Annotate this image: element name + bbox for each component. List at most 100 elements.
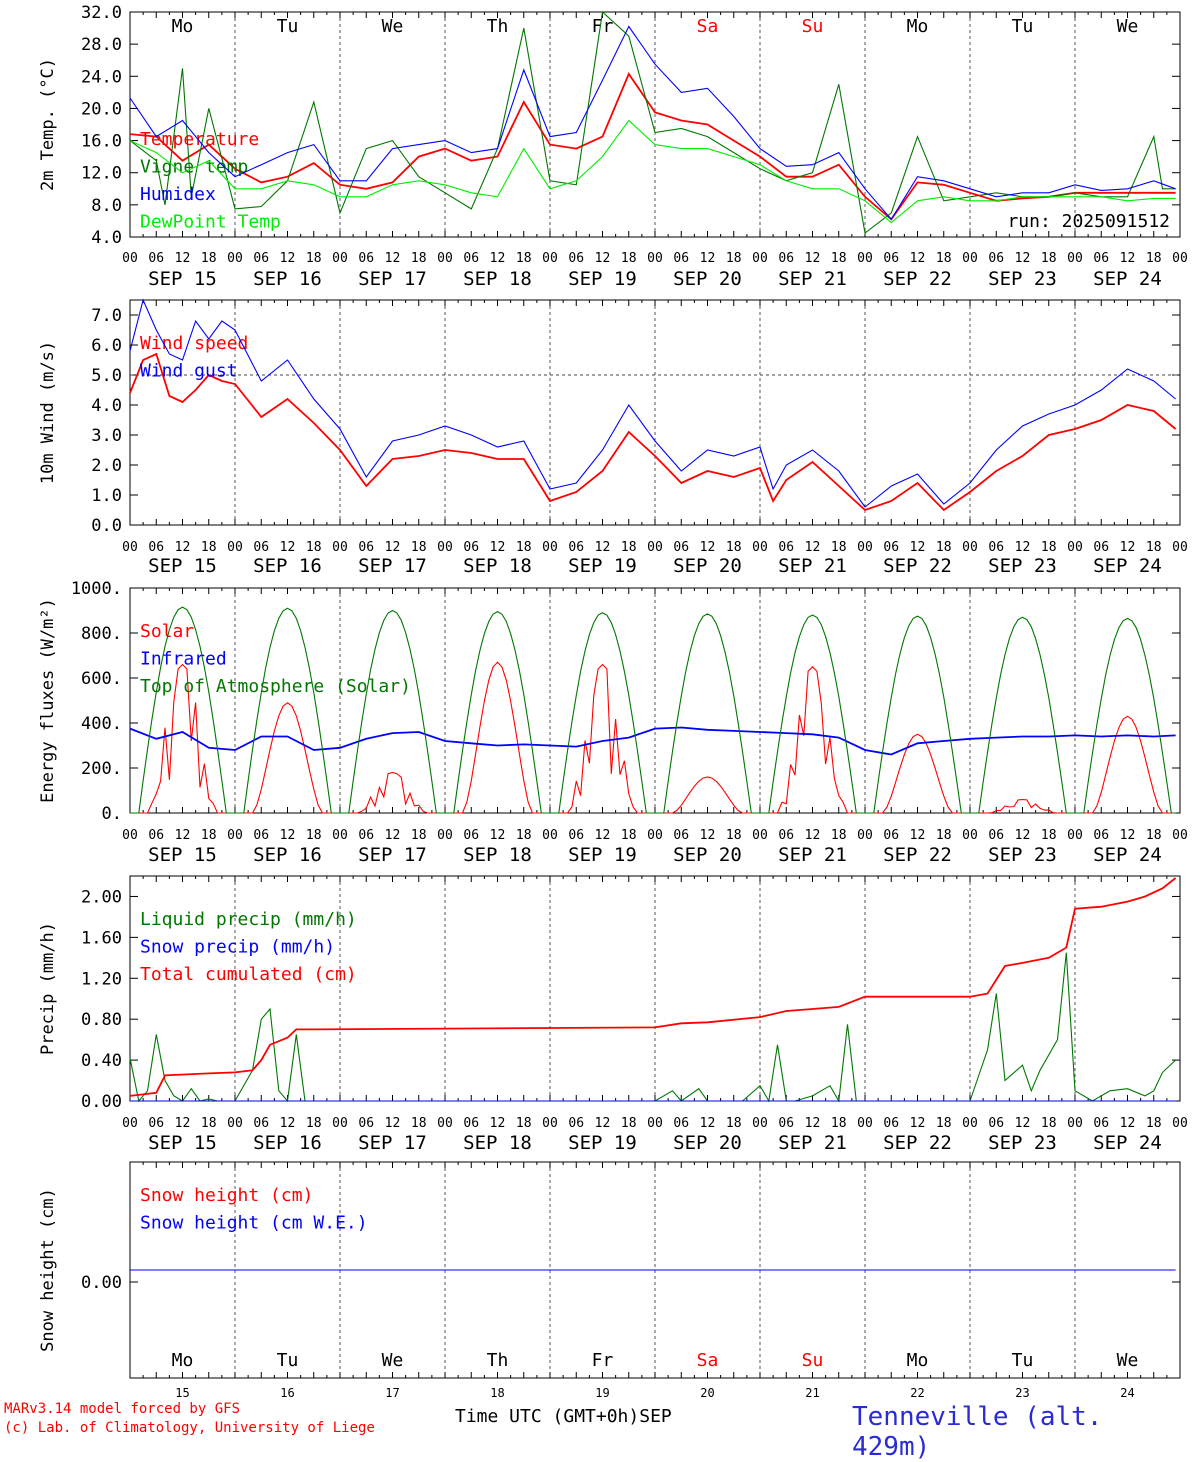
date-label: SEP 19 [568, 844, 637, 866]
hour-tick-label: 12 [910, 540, 926, 555]
hour-tick-label: 18 [516, 1116, 532, 1131]
date-label: SEP 18 [463, 844, 532, 866]
hour-tick-label: 06 [778, 251, 794, 266]
hour-tick-label: 12 [700, 1116, 716, 1131]
day-number-label: 22 [910, 1386, 924, 1400]
station-name: Tenneville (alt. 429m) [852, 1402, 1103, 1462]
hour-tick-label: 06 [568, 251, 584, 266]
hour-tick-label: 06 [778, 540, 794, 555]
hour-tick-label: 18 [306, 540, 322, 555]
legend-entry: Snow height (cm) [140, 1185, 313, 1206]
hour-tick-label: 12 [385, 540, 401, 555]
y-tick-label: 200. [81, 759, 122, 779]
weekday-label: Mo [907, 16, 929, 37]
hour-tick-label: 18 [1146, 251, 1162, 266]
y-axis-title: Energy fluxes (W/m²) [38, 598, 58, 803]
date-label: SEP 15 [148, 555, 217, 577]
hour-tick-label: 06 [568, 540, 584, 555]
date-label: SEP 24 [1093, 555, 1162, 577]
hour-tick-label: 18 [1146, 1116, 1162, 1131]
hour-tick-label: 18 [306, 828, 322, 843]
hour-tick-label: 00 [752, 828, 768, 843]
hour-tick-label: 12 [805, 540, 821, 555]
hour-tick-label: 18 [516, 540, 532, 555]
hour-tick-label: 06 [988, 1116, 1004, 1131]
hour-tick-label: 06 [358, 540, 374, 555]
hour-tick-label: 00 [437, 1116, 453, 1131]
hour-tick-label: 00 [1067, 251, 1083, 266]
hour-tick-label: 12 [1015, 1116, 1031, 1131]
month-label: SEP [639, 1406, 672, 1427]
hour-tick-label: 00 [227, 828, 243, 843]
hour-tick-label: 00 [857, 828, 873, 843]
date-label: SEP 23 [988, 555, 1057, 577]
hour-tick-label: 06 [988, 828, 1004, 843]
hour-tick-label: 00 [647, 1116, 663, 1131]
hour-tick-label: 00 [1172, 1116, 1188, 1131]
hour-tick-label: 12 [1120, 540, 1136, 555]
weekday-label: Fr [592, 16, 614, 37]
legend-entry: Solar [140, 621, 194, 642]
date-label: SEP 15 [148, 268, 217, 290]
date-label: SEP 20 [673, 555, 742, 577]
weekday-label: Tu [277, 16, 299, 37]
y-axis-title: Precip (mm/h) [38, 922, 58, 1055]
hour-tick-label: 12 [175, 540, 191, 555]
date-label: SEP 24 [1093, 268, 1162, 290]
hour-tick-label: 00 [647, 828, 663, 843]
hour-tick-label: 00 [332, 540, 348, 555]
y-tick-label: 12.0 [81, 164, 122, 184]
hour-tick-label: 18 [621, 828, 637, 843]
hour-tick-label: 18 [411, 828, 427, 843]
hour-tick-label: 00 [122, 828, 138, 843]
weekday-label: Su [802, 16, 824, 37]
date-label: SEP 21 [778, 555, 847, 577]
day-number-label: 21 [805, 1386, 819, 1400]
hour-tick-label: 00 [1172, 828, 1188, 843]
hour-tick-label: 06 [358, 251, 374, 266]
hour-tick-label: 00 [122, 540, 138, 555]
hour-tick-label: 12 [1015, 828, 1031, 843]
day-number-label: 16 [280, 1386, 294, 1400]
hour-tick-label: 18 [831, 540, 847, 555]
weekday-label: Mo [172, 16, 194, 37]
hour-tick-label: 06 [253, 828, 269, 843]
hour-tick-label: 18 [831, 828, 847, 843]
weekday-label: Sa [697, 1350, 719, 1371]
date-label: SEP 19 [568, 555, 637, 577]
hour-tick-label: 06 [1093, 828, 1109, 843]
date-label: SEP 17 [358, 1132, 427, 1154]
y-tick-label: 800. [81, 624, 122, 644]
date-label: SEP 23 [988, 1132, 1057, 1154]
series-line [129, 952, 1176, 1103]
date-label: SEP 19 [568, 1132, 637, 1154]
y-tick-label: 400. [81, 714, 122, 734]
date-label: SEP 15 [148, 844, 217, 866]
date-label: SEP 22 [883, 268, 952, 290]
hour-tick-label: 18 [516, 251, 532, 266]
hour-tick-label: 12 [595, 828, 611, 843]
hour-tick-label: 06 [148, 1116, 164, 1131]
hour-tick-label: 18 [201, 1116, 217, 1131]
panel-frame [129, 299, 1181, 526]
hour-tick-label: 12 [910, 251, 926, 266]
hour-tick-label: 00 [962, 1116, 978, 1131]
hour-tick-label: 12 [175, 251, 191, 266]
hour-tick-label: 12 [805, 1116, 821, 1131]
hour-tick-label: 00 [962, 540, 978, 555]
y-tick-label: 600. [81, 669, 122, 689]
hour-tick-label: 06 [673, 540, 689, 555]
date-label: SEP 18 [463, 268, 532, 290]
y-tick-label: 0.80 [81, 1010, 122, 1030]
hour-tick-label: 12 [700, 540, 716, 555]
date-label: SEP 19 [568, 268, 637, 290]
hour-tick-label: 00 [1067, 540, 1083, 555]
hour-tick-label: 12 [1015, 251, 1031, 266]
hour-tick-label: 00 [1067, 828, 1083, 843]
hour-tick-label: 06 [358, 828, 374, 843]
series-line [129, 877, 1177, 1097]
date-label: SEP 22 [883, 1132, 952, 1154]
hour-tick-label: 06 [988, 540, 1004, 555]
weekday-label: We [1117, 16, 1139, 37]
y-tick-label: 0. [102, 804, 122, 824]
